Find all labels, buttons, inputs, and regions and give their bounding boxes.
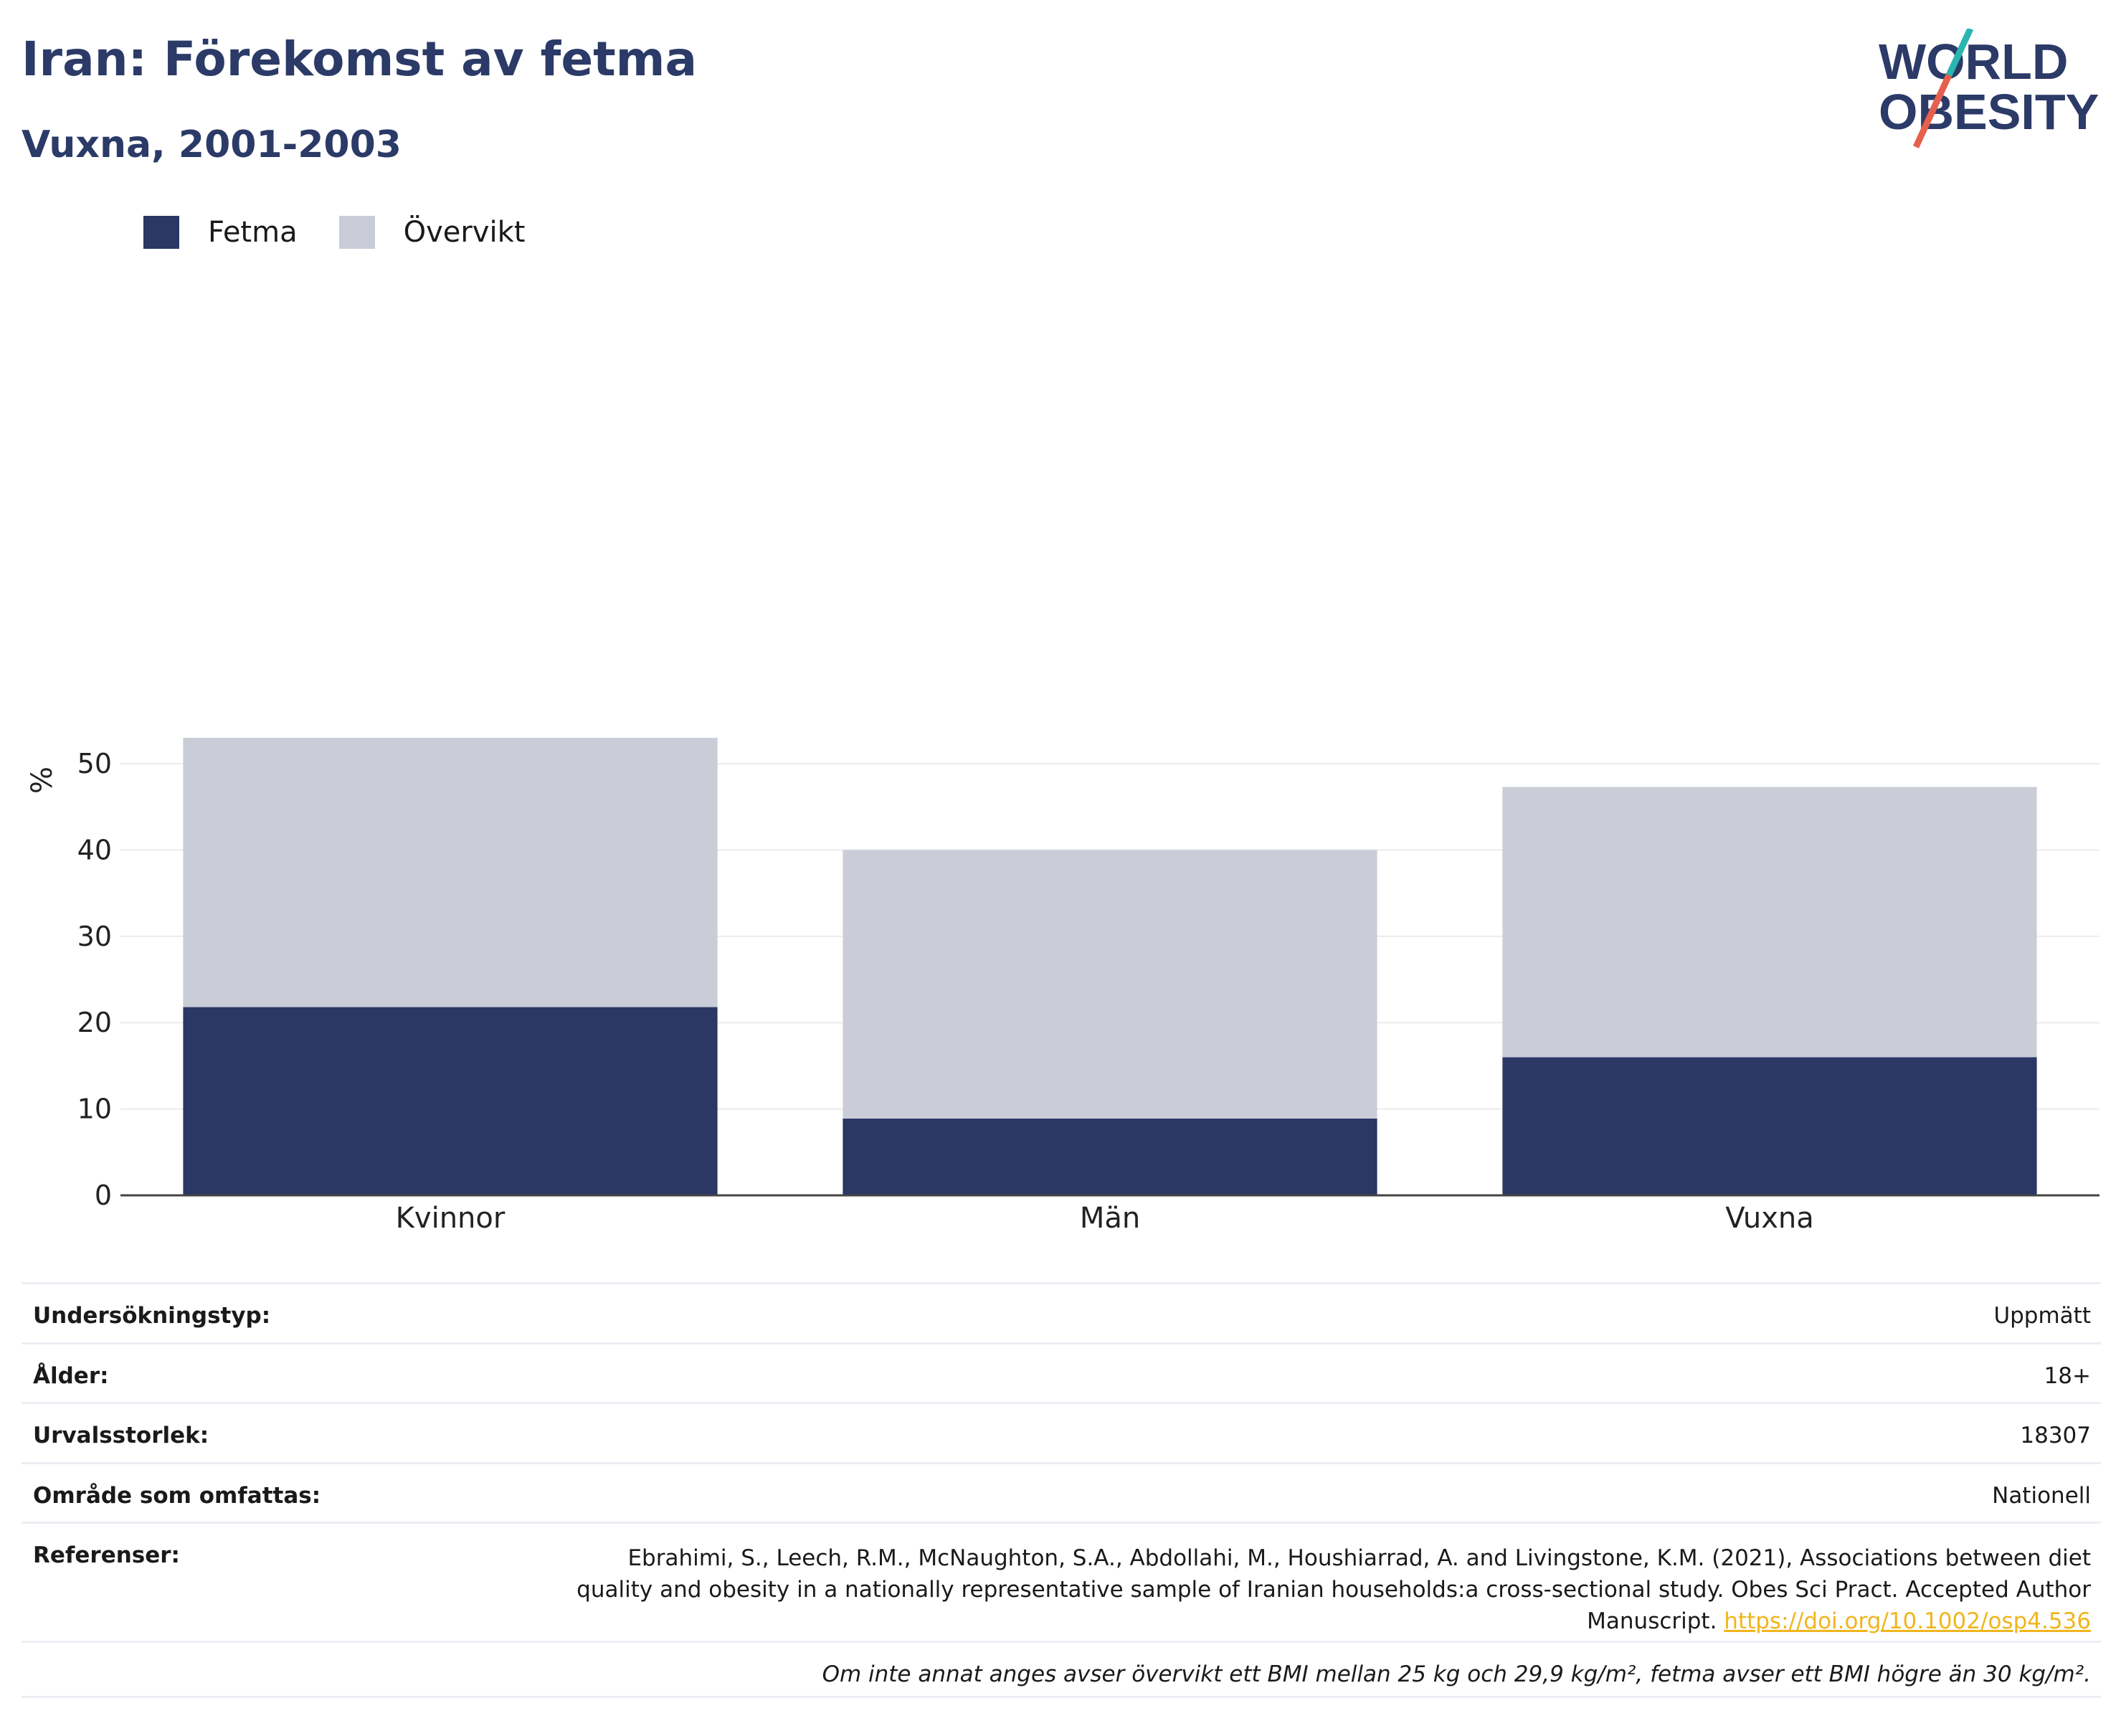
- logo-slash-teal: [1945, 29, 1974, 77]
- legend-swatch-overvikt: [338, 216, 375, 249]
- references-label: Referenser:: [33, 1542, 180, 1568]
- survey-type-value: Uppmätt: [1993, 1303, 2091, 1329]
- references-text: Ebrahimi, S., Leech, R.M., McNaughton, S…: [576, 1545, 2091, 1634]
- y-tick-label: 30: [77, 921, 112, 952]
- y-tick-label: 10: [77, 1094, 112, 1125]
- survey-type-label: Undersökningstyp:: [33, 1303, 271, 1329]
- sample-size-label: Urvalsstorlek:: [33, 1423, 209, 1448]
- legend-swatch-fetma: [143, 216, 179, 249]
- y-tick-label: 0: [95, 1180, 112, 1211]
- info-row-survey-type: Undersökningstyp: Uppmätt: [22, 1282, 2101, 1342]
- info-row-area: Område som omfattas: Nationell: [22, 1462, 2101, 1522]
- info-table: Undersökningstyp: Uppmätt Ålder: 18+ Urv…: [22, 1282, 2101, 1698]
- x-tick-label: Män: [1080, 1202, 1140, 1235]
- info-row-sample-size: Urvalsstorlek: 18307: [22, 1402, 2101, 1462]
- logo-word-world: WORLD: [1879, 34, 2068, 90]
- stacked-bar-chart: 0 10 20 30 40 50% Kvinnor Män Vuxna: [26, 737, 2099, 1235]
- logo-slash-red: [1912, 74, 1952, 148]
- bar-overvikt: [843, 850, 1377, 1119]
- age-label: Ålder:: [33, 1363, 109, 1389]
- bar-fetma: [183, 1007, 718, 1195]
- y-axis-title: %: [26, 767, 59, 794]
- y-tick-label: 20: [77, 1007, 112, 1038]
- legend-label-fetma: Fetma: [208, 216, 298, 249]
- legend-label-overvikt: Övervikt: [403, 216, 526, 249]
- bar-overvikt: [1502, 787, 2037, 1058]
- references-value: Ebrahimi, S., Leech, R.M., McNaughton, S…: [549, 1542, 2091, 1637]
- bar-overvikt: [183, 737, 718, 1007]
- references-doi-link[interactable]: https://doi.org/10.1002/osp4.536: [1724, 1608, 2091, 1634]
- sample-size-value: 18307: [2020, 1423, 2091, 1448]
- legend-item-fetma[interactable]: Fetma: [143, 216, 298, 249]
- page-subtitle: Vuxna, 2001-2003: [22, 123, 402, 166]
- area-value: Nationell: [1992, 1483, 2091, 1509]
- y-tick-label: 50: [77, 748, 112, 779]
- info-row-age: Ålder: 18+: [22, 1342, 2101, 1402]
- bar-fetma: [843, 1118, 1377, 1195]
- bmi-note: Om inte annat anges avser övervikt ett B…: [22, 1641, 2101, 1698]
- logo-word-obesity: OBESITY: [1879, 84, 2099, 140]
- age-value: 18+: [2044, 1363, 2091, 1389]
- area-label: Område som omfattas:: [33, 1483, 321, 1509]
- x-tick-label: Kvinnor: [396, 1202, 506, 1235]
- chart-legend: Fetma Övervikt: [143, 214, 566, 251]
- legend-item-overvikt[interactable]: Övervikt: [338, 216, 526, 249]
- page-title: Iran: Förekomst av fetma: [22, 32, 697, 87]
- bar-fetma: [1502, 1057, 2037, 1195]
- x-tick-label: Vuxna: [1725, 1202, 1814, 1235]
- info-row-references: Referenser: Ebrahimi, S., Leech, R.M., M…: [22, 1522, 2101, 1641]
- y-tick-label: 40: [77, 834, 112, 865]
- world-obesity-logo: WORLD OBESITY: [1879, 29, 2099, 148]
